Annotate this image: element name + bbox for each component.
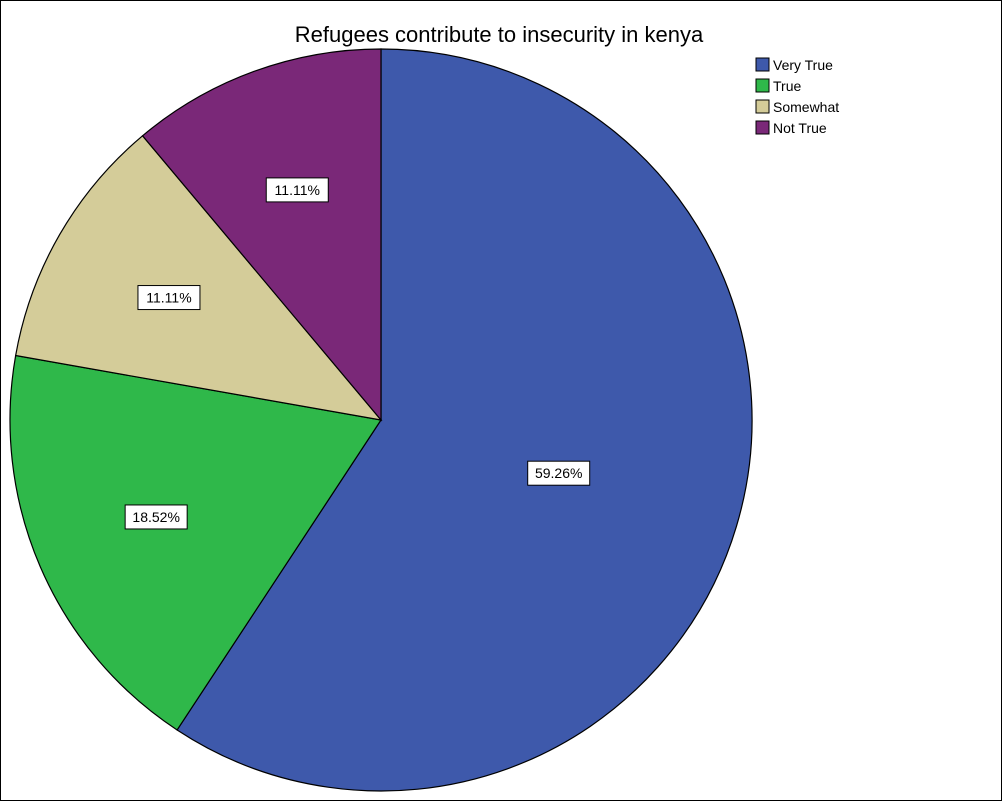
data-label-box <box>124 504 188 530</box>
pie-slice-true <box>9 354 383 731</box>
data-label-text: 59.26% <box>535 465 582 481</box>
legend-swatch <box>755 57 770 72</box>
legend-swatch <box>755 99 770 114</box>
legend-label: Somewhat <box>773 99 839 115</box>
slice-labels: 59.26% 18.52% 11.11% 11.11% <box>124 177 591 530</box>
legend-item-very-true: Very True <box>755 57 833 73</box>
legend-label: Very True <box>773 57 833 73</box>
legend-item-true: True <box>755 78 801 94</box>
data-label-text: 11.11% <box>275 182 320 198</box>
legend-swatch <box>755 78 770 93</box>
data-label-text: 11.11% <box>146 290 191 306</box>
legend-item-somewhat: Somewhat <box>755 99 839 115</box>
chart-title: Refugees contribute to insecurity in ken… <box>295 22 704 47</box>
pie-slice-very-true <box>176 48 753 792</box>
legend: Very True True Somewhat Not True <box>755 57 839 136</box>
legend-label: Not True <box>773 120 827 136</box>
pie-slices <box>9 48 753 792</box>
data-label-true: 18.52% <box>124 504 188 530</box>
data-label-very-true: 59.26% <box>527 460 591 486</box>
data-label-text: 18.52% <box>132 509 179 525</box>
data-label-box <box>527 460 591 486</box>
legend-swatch <box>755 120 770 135</box>
data-label-box <box>265 177 329 203</box>
pie-slice-somewhat <box>14 134 383 421</box>
pie-slice-not-true <box>141 48 382 422</box>
data-label-somewhat: 11.11% <box>137 285 201 311</box>
legend-item-not-true: Not True <box>755 120 827 136</box>
data-label-not-true: 11.11% <box>265 177 329 203</box>
legend-label: True <box>773 78 801 94</box>
data-label-box <box>137 285 201 311</box>
